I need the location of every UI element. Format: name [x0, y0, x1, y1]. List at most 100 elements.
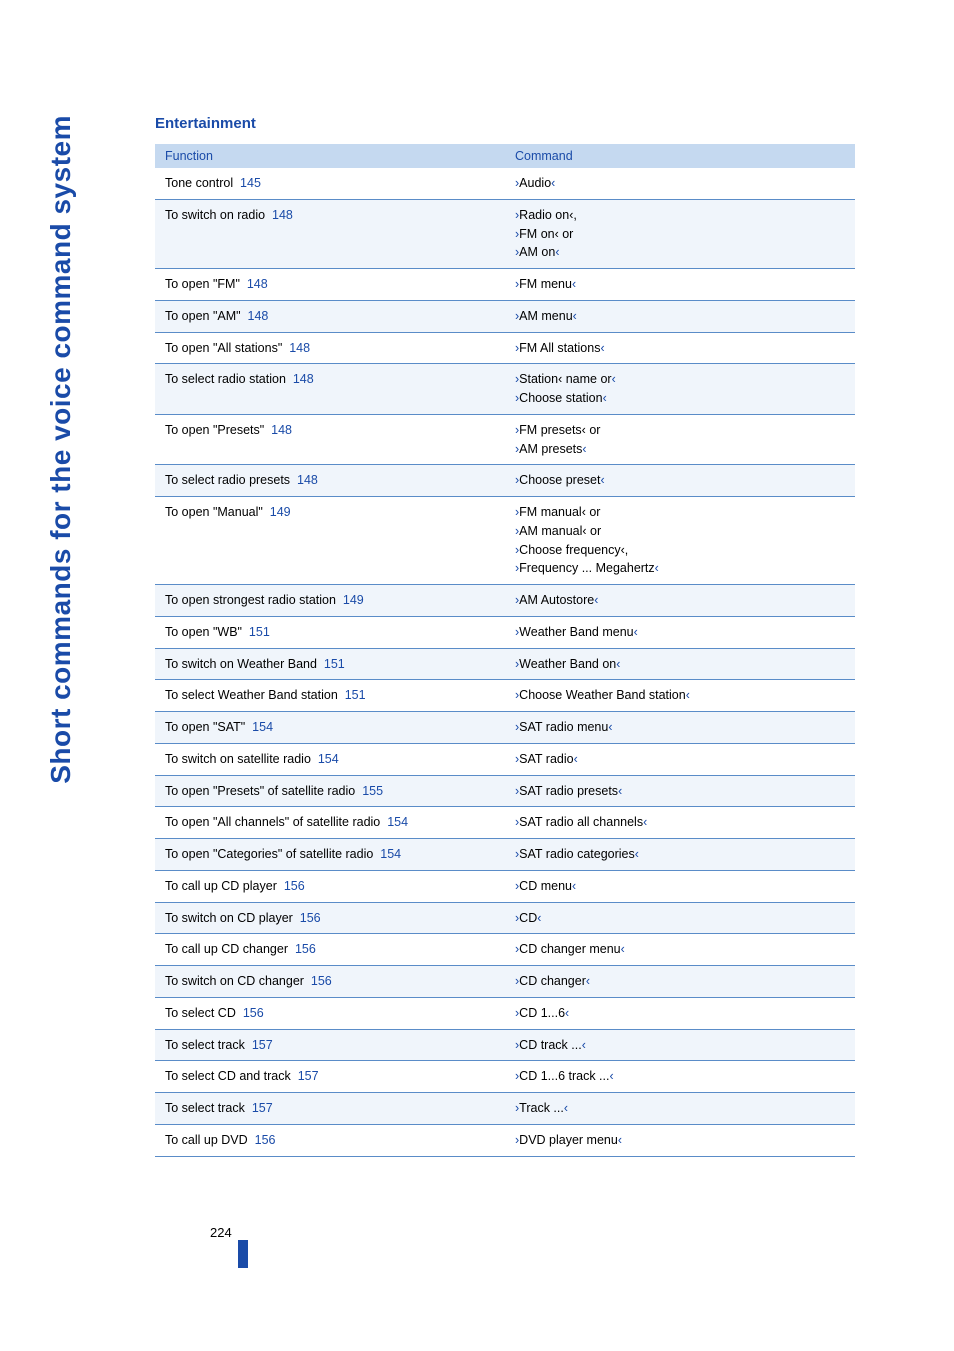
command-text: ›Radio on‹, [515, 206, 845, 225]
page-reference-link[interactable]: 154 [380, 847, 401, 861]
command-text: ›FM menu‹ [515, 275, 845, 294]
page-reference-link[interactable]: 157 [298, 1069, 319, 1083]
page-reference-link[interactable]: 154 [387, 815, 408, 829]
command-close-bracket: ‹ [586, 974, 590, 988]
command-open-bracket: › [515, 372, 519, 386]
command-cell: ›AM menu‹ [505, 300, 855, 332]
function-cell: To call up CD player 156 [155, 870, 505, 902]
command-cell: ›Track ...‹ [505, 1093, 855, 1125]
command-close-bracket: ‹ [582, 1038, 586, 1052]
command-open-bracket: › [515, 208, 519, 222]
table-row: To open "Categories" of satellite radio … [155, 839, 855, 871]
function-cell: To call up CD changer 156 [155, 934, 505, 966]
page-reference-link[interactable]: 148 [289, 341, 310, 355]
table-row: To open "FM" 148›FM menu‹ [155, 269, 855, 301]
command-open-bracket: › [515, 720, 519, 734]
command-text: ›SAT radio menu‹ [515, 718, 845, 737]
command-text: ›CD menu‹ [515, 877, 845, 896]
table-row: To call up CD changer 156 ›CD changer men… [155, 934, 855, 966]
command-text: ›Weather Band menu‹ [515, 623, 845, 642]
command-text: ›Weather Band on‹ [515, 655, 845, 674]
function-cell: To select CD and track 157 [155, 1061, 505, 1093]
page-reference-link[interactable]: 154 [318, 752, 339, 766]
page-reference-link[interactable]: 151 [324, 657, 345, 671]
page-reference-link[interactable]: 148 [297, 473, 318, 487]
command-open-bracket: › [515, 657, 519, 671]
page-reference-link[interactable]: 148 [248, 309, 269, 323]
page-reference-link[interactable]: 154 [252, 720, 273, 734]
command-cell: ›FM menu‹ [505, 269, 855, 301]
command-cell: ›FM manual‹ or›AM manual‹ or›Choose freq… [505, 497, 855, 585]
function-cell: To select track 157 [155, 1029, 505, 1061]
function-cell: To select radio station 148 [155, 364, 505, 415]
command-close-bracket: ‹ [618, 784, 622, 798]
table-row: To open "AM" 148›AM menu‹ [155, 300, 855, 332]
command-cell: ›Audio‹ [505, 168, 855, 199]
command-text: ›SAT radio‹ [515, 750, 845, 769]
command-close-bracket: ‹ [573, 309, 577, 323]
command-open-bracket: › [515, 1069, 519, 1083]
table-row: To open "All channels" of satellite radi… [155, 807, 855, 839]
table-row: To select Weather Band station 151›Choos… [155, 680, 855, 712]
page-reference-link[interactable]: 156 [300, 911, 321, 925]
command-close-bracket: ‹ [565, 1006, 569, 1020]
function-cell: To switch on CD changer 156 [155, 966, 505, 998]
command-close-bracket: ‹ [564, 1101, 568, 1115]
page-reference-link[interactable]: 156 [295, 942, 316, 956]
page-reference-link[interactable]: 156 [255, 1133, 276, 1147]
command-open-bracket: › [515, 974, 519, 988]
command-cell: ›CD changer menu‹ [505, 934, 855, 966]
command-text: ›Choose station‹ [515, 389, 845, 408]
command-text: ›FM All stations‹ [515, 339, 845, 358]
command-open-bracket: › [515, 309, 519, 323]
command-cell: ›CD‹ [505, 902, 855, 934]
function-cell: To switch on CD player 156 [155, 902, 505, 934]
commands-table: Function Command Tone control 145›Audio‹… [155, 144, 855, 1157]
command-text: ›CD changer‹ [515, 972, 845, 991]
command-open-bracket: › [515, 625, 519, 639]
page-reference-link[interactable]: 148 [293, 372, 314, 386]
command-open-bracket: › [515, 561, 519, 575]
page-reference-link[interactable]: 156 [243, 1006, 264, 1020]
function-cell: To open "Presets" of satellite radio 155 [155, 775, 505, 807]
page-reference-link[interactable]: 157 [252, 1038, 273, 1052]
command-text: ›AM on‹ [515, 243, 845, 262]
page-reference-link[interactable]: 148 [272, 208, 293, 222]
page-reference-link[interactable]: 148 [247, 277, 268, 291]
page-reference-link[interactable]: 156 [311, 974, 332, 988]
command-open-bracket: › [515, 752, 519, 766]
table-row: To open strongest radio station 149›AM A… [155, 585, 855, 617]
function-cell: To open "Presets" 148 [155, 414, 505, 465]
page-reference-link[interactable]: 151 [249, 625, 270, 639]
table-row: Tone control 145›Audio‹ [155, 168, 855, 199]
page-reference-link[interactable]: 157 [252, 1101, 273, 1115]
command-text: ›Track ...‹ [515, 1099, 845, 1118]
command-close-bracket: ‹ [582, 442, 586, 456]
command-text: ›FM manual‹ or [515, 503, 845, 522]
header-command: Command [505, 144, 855, 168]
page-reference-link[interactable]: 156 [284, 879, 305, 893]
page-reference-link[interactable]: 145 [240, 176, 261, 190]
command-close-bracket: ‹ [655, 561, 659, 575]
function-cell: To open "All stations" 148 [155, 332, 505, 364]
command-close-bracket: ‹ [621, 942, 625, 956]
page-reference-link[interactable]: 149 [343, 593, 364, 607]
command-open-bracket: › [515, 911, 519, 925]
page-reference-link[interactable]: 148 [271, 423, 292, 437]
command-text: ›CD changer menu‹ [515, 940, 845, 959]
command-open-bracket: › [515, 391, 519, 405]
page-reference-link[interactable]: 155 [362, 784, 383, 798]
function-cell: To open "All channels" of satellite radi… [155, 807, 505, 839]
page-reference-link[interactable]: 151 [345, 688, 366, 702]
page-reference-link[interactable]: 149 [270, 505, 291, 519]
command-cell: ›SAT radio presets‹ [505, 775, 855, 807]
command-cell: ›AM Autostore‹ [505, 585, 855, 617]
command-text: ›Choose Weather Band station‹ [515, 686, 845, 705]
page-number: 224 [210, 1225, 232, 1240]
command-close-bracket: ‹ [574, 752, 578, 766]
command-open-bracket: › [515, 879, 519, 893]
command-close-bracket: ‹ [616, 657, 620, 671]
command-close-bracket: ‹ [600, 473, 604, 487]
command-cell: ›CD changer‹ [505, 966, 855, 998]
command-open-bracket: › [515, 245, 519, 259]
